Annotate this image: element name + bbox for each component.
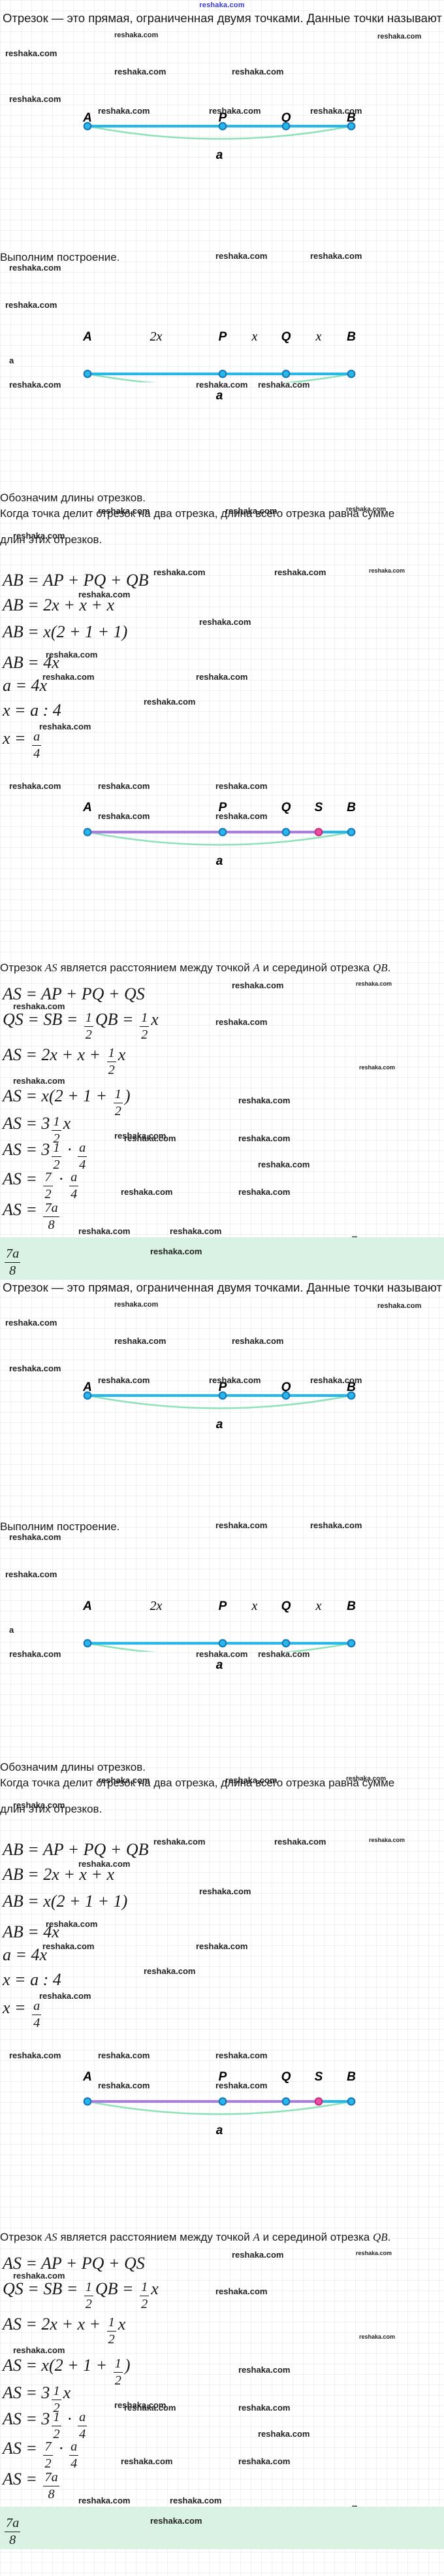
svg-text:B: B <box>347 2070 356 2084</box>
svg-text:a: a <box>216 2124 223 2135</box>
svg-text:2x: 2x <box>150 1599 163 1613</box>
svg-text:S: S <box>315 2070 323 2084</box>
svg-text:B: B <box>347 330 356 344</box>
svg-text:A: A <box>82 1599 92 1613</box>
svg-text:Q: Q <box>281 330 291 344</box>
svg-text:a: a <box>216 148 223 162</box>
svg-text:a: a <box>216 854 223 866</box>
svg-text:S: S <box>315 801 323 814</box>
svg-text:P: P <box>219 1599 227 1613</box>
svg-text:a: a <box>216 1658 223 1672</box>
svg-text:P: P <box>219 330 227 344</box>
svg-text:B: B <box>347 1599 356 1613</box>
svg-text:A: A <box>82 2070 92 2084</box>
svg-text:x: x <box>315 1599 322 1613</box>
svg-text:Q: Q <box>281 801 291 814</box>
svg-text:A: A <box>82 330 92 344</box>
svg-text:a: a <box>216 1418 223 1431</box>
svg-text:x: x <box>251 329 258 344</box>
svg-text:A: A <box>82 801 92 814</box>
svg-text:Q: Q <box>281 1599 291 1613</box>
svg-text:Q: Q <box>281 2070 291 2084</box>
svg-text:a: a <box>216 389 223 403</box>
svg-text:2x: 2x <box>150 329 163 344</box>
svg-text:B: B <box>347 801 356 814</box>
svg-text:x: x <box>315 329 322 344</box>
svg-text:x: x <box>251 1599 258 1613</box>
